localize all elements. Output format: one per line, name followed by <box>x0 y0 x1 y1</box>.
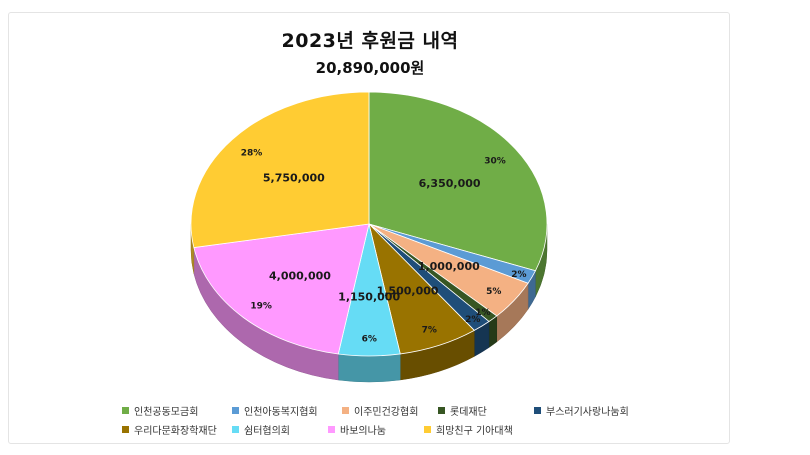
pie-slice-side <box>338 353 401 383</box>
legend-label: 희망친구 기아대책 <box>436 426 513 437</box>
legend-swatch <box>122 426 129 433</box>
legend-label: 인천아동복지협회 <box>244 407 318 418</box>
data-label-value: 6,350,000 <box>419 177 481 190</box>
data-label-value: 4,000,000 <box>269 269 331 282</box>
legend-row: 인천공동모금회 인천아동복지협회 이주민건강협회 롯데재단 부스러기사랑나눔회 <box>122 401 642 420</box>
pie-slice <box>368 91 548 272</box>
legend-label: 이주민건강협회 <box>354 407 419 418</box>
legend-label: 쉼터협의회 <box>244 426 290 437</box>
chart-title: 2023년 후원금 내역 <box>281 30 459 52</box>
legend-row: 우리다문화장학재단 쉼터협의회 바보의나눔 희망친구 기아대책 <box>122 420 642 439</box>
legend-label: 바보의나눔 <box>340 426 386 437</box>
pie-slice <box>190 91 370 249</box>
data-label-value: 1,500,000 <box>377 285 439 298</box>
legend-item: 인천공동모금회 <box>122 403 232 418</box>
chart-subtitle: 20,890,000원 <box>315 59 425 77</box>
legend-item: 희망친구 기아대책 <box>424 422 513 437</box>
legend-swatch <box>232 426 239 433</box>
data-label-percent: 7% <box>422 325 437 335</box>
data-label-percent: 6% <box>362 335 377 345</box>
data-label-percent: 2% <box>511 270 526 280</box>
data-label-percent: 28% <box>241 148 263 158</box>
data-label-percent: 30% <box>484 157 506 167</box>
legend-item: 롯데재단 <box>438 403 534 418</box>
data-label-percent: 1% <box>475 308 490 318</box>
legend-swatch <box>122 407 129 414</box>
legend-swatch <box>342 407 349 414</box>
data-label-value: 1,000,000 <box>418 260 480 273</box>
legend-label: 인천공동모금회 <box>134 407 199 418</box>
legend-swatch <box>424 426 431 433</box>
legend-swatch <box>328 426 335 433</box>
legend-label: 부스러기사랑나눔회 <box>546 407 629 418</box>
pie-slice <box>193 223 370 355</box>
legend-label: 롯데재단 <box>450 407 487 418</box>
legend-item: 이주민건강협회 <box>342 403 438 418</box>
data-label-percent: 5% <box>486 287 501 297</box>
legend-item: 바보의나눔 <box>328 422 424 437</box>
data-label-percent: 19% <box>250 302 272 312</box>
legend-item: 쉼터협의회 <box>232 422 328 437</box>
legend-item: 우리다문화장학재단 <box>122 422 232 437</box>
legend-swatch <box>438 407 445 414</box>
legend-item: 인천아동복지협회 <box>232 403 342 418</box>
data-label-percent: 2% <box>465 315 480 325</box>
data-label-value: 5,750,000 <box>263 171 325 184</box>
legend-item: 부스러기사랑나눔회 <box>534 403 629 418</box>
legend-swatch <box>534 407 541 414</box>
legend: 인천공동모금회 인천아동복지협회 이주민건강협회 롯데재단 부스러기사랑나눔회 … <box>122 401 642 439</box>
legend-swatch <box>232 407 239 414</box>
legend-label: 우리다문화장학재단 <box>134 426 217 437</box>
data-label-value: 1,150,000 <box>338 291 400 304</box>
